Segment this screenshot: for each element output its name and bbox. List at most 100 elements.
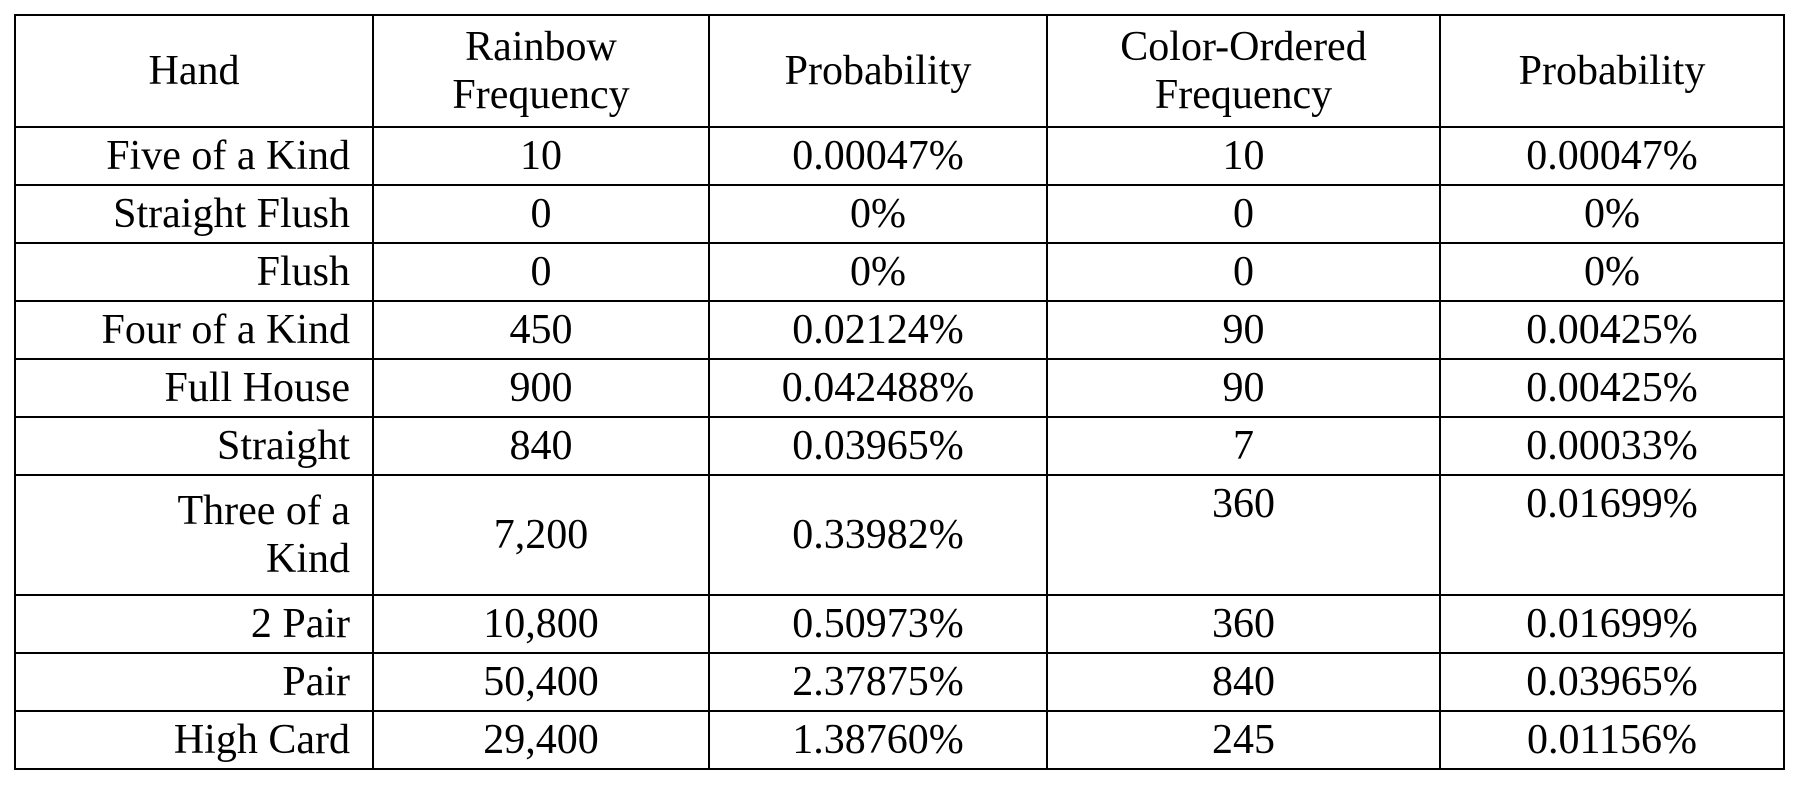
- cell-text: 0.042488%: [782, 365, 975, 411]
- cell-text: Three of a Kind: [140, 487, 350, 583]
- hand-cell: Five of a Kind: [15, 127, 373, 185]
- hand-cell: High Card: [15, 711, 373, 769]
- cell-text: 7,200: [494, 512, 589, 558]
- value-cell: 1.38760%: [709, 711, 1047, 769]
- cell-text: 245: [1212, 717, 1275, 763]
- cell-text: 0.02124%: [792, 307, 964, 353]
- value-cell: 10,800: [373, 595, 709, 653]
- cell-text: 0.00425%: [1526, 307, 1698, 353]
- hand-cell: Four of a Kind: [15, 301, 373, 359]
- cell-text: Five of a Kind: [106, 133, 350, 179]
- page: Hand Rainbow Frequency Probability Color-Or…: [0, 0, 1797, 794]
- value-cell: 0%: [1440, 243, 1784, 301]
- cell-text: 10: [1223, 133, 1265, 179]
- header-text: Color-Ordered Frequency: [1119, 23, 1369, 119]
- hand-cell: Straight: [15, 417, 373, 475]
- cell-text: 0%: [850, 191, 906, 237]
- cell-text: 0.00047%: [1526, 133, 1698, 179]
- cell-text: 0%: [1584, 249, 1640, 295]
- value-cell: 245: [1047, 711, 1440, 769]
- value-cell: 0.01699%: [1440, 595, 1784, 653]
- cell-text: 0.03965%: [792, 423, 964, 469]
- cell-text: 10: [520, 133, 562, 179]
- cell-text: 0.33982%: [792, 512, 964, 558]
- cell-text: 0: [1233, 191, 1254, 237]
- value-cell: 840: [1047, 653, 1440, 711]
- table-row: 2 Pair 10,800 0.50973% 360 0.01699%: [15, 595, 1784, 653]
- value-cell: 900: [373, 359, 709, 417]
- value-cell: 360: [1047, 475, 1440, 595]
- value-cell: 450: [373, 301, 709, 359]
- table-row: Flush 0 0% 0 0%: [15, 243, 1784, 301]
- table-row: Three of a Kind 7,200 0.33982% 360 0.01699%: [15, 475, 1784, 595]
- value-cell: 90: [1047, 359, 1440, 417]
- cell-text: 0.00425%: [1526, 365, 1698, 411]
- cell-text: High Card: [174, 717, 350, 763]
- cell-text: 840: [1212, 659, 1275, 705]
- cell-text: 0.03965%: [1526, 659, 1698, 705]
- cell-text: 29,400: [483, 717, 599, 763]
- header-text: Probability: [785, 48, 972, 94]
- value-cell: 7: [1047, 417, 1440, 475]
- cell-text: Four of a Kind: [102, 307, 350, 353]
- cell-text: 2 Pair: [251, 601, 350, 647]
- header-cell: Hand: [15, 15, 373, 127]
- header-cell: Rainbow Frequency: [373, 15, 709, 127]
- cell-text: 450: [510, 307, 573, 353]
- cell-text: 90: [1223, 365, 1265, 411]
- value-cell: 10: [373, 127, 709, 185]
- cell-text: 0: [531, 191, 552, 237]
- cell-text: 0.00047%: [792, 133, 964, 179]
- hand-cell: Three of a Kind: [15, 475, 373, 595]
- cell-text: 10,800: [483, 601, 599, 647]
- cell-text: 360: [1212, 601, 1275, 647]
- value-cell: 0.00425%: [1440, 301, 1784, 359]
- table-row: Five of a Kind 10 0.00047% 10 0.00047%: [15, 127, 1784, 185]
- table-row: Four of a Kind4500.02124%900.00425%: [15, 301, 1784, 359]
- hand-cell: Pair: [15, 653, 373, 711]
- cell-text: 0.01699%: [1526, 481, 1698, 527]
- hand-cell: Straight Flush: [15, 185, 373, 243]
- value-cell: 0.50973%: [709, 595, 1047, 653]
- value-cell: 0: [373, 185, 709, 243]
- value-cell: 360: [1047, 595, 1440, 653]
- table-row: Straight Flush 0 0% 0 0%: [15, 185, 1784, 243]
- header-text: Rainbow Frequency: [416, 23, 666, 119]
- cell-text: 900: [510, 365, 573, 411]
- value-cell: 0%: [709, 185, 1047, 243]
- table-row: Full House 900 0.042488% 90 0.00425%: [15, 359, 1784, 417]
- hand-cell: Full House: [15, 359, 373, 417]
- value-cell: 29,400: [373, 711, 709, 769]
- header-text: Probability: [1519, 48, 1706, 94]
- cell-text: Flush: [257, 249, 350, 295]
- value-cell: 0.01156%: [1440, 711, 1784, 769]
- cell-text: Straight Flush: [113, 191, 350, 237]
- cell-text: Straight: [217, 423, 350, 469]
- value-cell: 0: [373, 243, 709, 301]
- value-cell: 0.00047%: [709, 127, 1047, 185]
- value-cell: 0.00033%: [1440, 417, 1784, 475]
- value-cell: 0.00425%: [1440, 359, 1784, 417]
- cell-text: 840: [510, 423, 573, 469]
- cell-text: 0: [531, 249, 552, 295]
- cell-text: Pair: [282, 659, 350, 705]
- value-cell: 0.00047%: [1440, 127, 1784, 185]
- cell-text: 0%: [1584, 191, 1640, 237]
- table-row: Straight 840 0.03965% 7 0.00033%: [15, 417, 1784, 475]
- cell-text: 2.37875%: [792, 659, 964, 705]
- cell-text: 7: [1233, 423, 1254, 469]
- cell-text: 0: [1233, 249, 1254, 295]
- header-cell: Probability: [709, 15, 1047, 127]
- cell-text: 0%: [850, 249, 906, 295]
- value-cell: 0.33982%: [709, 475, 1047, 595]
- value-cell: 0.03965%: [709, 417, 1047, 475]
- cell-text: 0.00033%: [1526, 423, 1698, 469]
- table-body: Five of a Kind 10 0.00047% 10 0.00047% Straig…: [15, 127, 1784, 769]
- value-cell: 10: [1047, 127, 1440, 185]
- hand-cell: 2 Pair: [15, 595, 373, 653]
- value-cell: 2.37875%: [709, 653, 1047, 711]
- value-cell: 840: [373, 417, 709, 475]
- table-row: High Card 29,400 1.38760% 245 0.01156%: [15, 711, 1784, 769]
- cell-text: 0.01699%: [1526, 601, 1698, 647]
- cell-text: 0.50973%: [792, 601, 964, 647]
